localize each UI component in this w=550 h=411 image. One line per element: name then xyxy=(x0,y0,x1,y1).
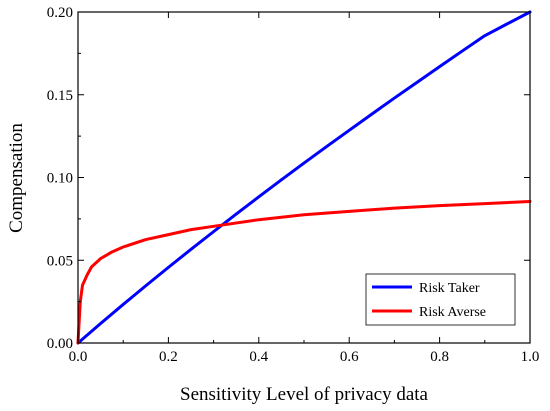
x-axis-label: Sensitivity Level of privacy data xyxy=(180,384,429,405)
y-axis-label: Compensation xyxy=(6,123,27,233)
x-tick-label: 0.8 xyxy=(430,349,449,365)
y-tick-label: 0.15 xyxy=(47,88,73,104)
legend-label-risk-averse: Risk Averse xyxy=(419,305,486,320)
x-tick-label: 0.0 xyxy=(69,349,88,365)
x-tick-label: 1.0 xyxy=(521,349,540,365)
y-tick-label: 0.00 xyxy=(47,336,73,352)
legend-label-risk-taker: Risk Taker xyxy=(419,281,480,296)
series-line-risk-averse xyxy=(76,200,532,345)
series-line-risk-taker xyxy=(76,10,532,345)
y-tick-label: 0.10 xyxy=(47,171,73,187)
legend-box xyxy=(365,273,516,326)
x-tick-label: 0.6 xyxy=(340,349,359,365)
plot-area xyxy=(76,10,532,345)
legend: Risk Taker Risk Averse xyxy=(365,273,516,326)
axes-ticks: 0.0 0.2 0.4 0.6 0.8 1.0 0.00 0.05 0.10 0.15 0.20 xyxy=(47,5,540,365)
y-tick-label: 0.05 xyxy=(47,253,73,269)
x-tick-label: 0.4 xyxy=(249,349,268,365)
y-tick-label: 0.20 xyxy=(47,5,73,21)
x-tick-label: 0.2 xyxy=(159,349,178,365)
